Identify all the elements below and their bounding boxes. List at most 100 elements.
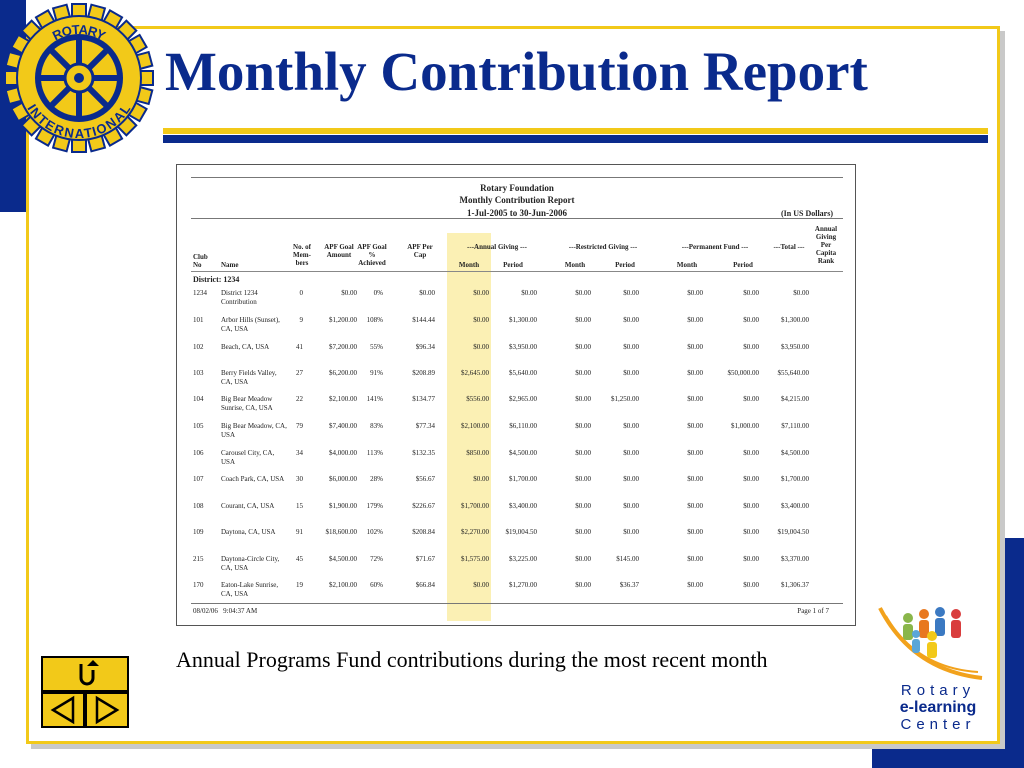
triangle-right-icon	[95, 695, 120, 725]
cell-apf-goal: $4,500.00	[329, 555, 357, 563]
prev-button[interactable]	[41, 692, 85, 728]
cell-apf-pct: 72%	[370, 555, 383, 563]
cell-apf-pct: 113%	[366, 449, 383, 457]
cell-restricted-month: $0.00	[575, 555, 591, 563]
cell-club-name: Carousel City, CA, USA	[221, 449, 275, 466]
cell-club-no: 170	[193, 581, 204, 589]
cell-permanent-month: $0.00	[687, 422, 703, 430]
cell-restricted-period: $0.00	[623, 502, 639, 510]
cell-permanent-period: $0.00	[743, 528, 759, 536]
cell-annual-month: $2,100.00	[461, 422, 489, 430]
report-footer-rule	[191, 603, 843, 604]
cell-restricted-month: $0.00	[575, 289, 591, 297]
right-blue-accent	[998, 538, 1024, 768]
cell-permanent-period: $0.00	[743, 395, 759, 403]
cell-total: $1,306.37	[781, 581, 809, 589]
cell-annual-month: $556.00	[466, 395, 489, 403]
cell-apf-goal: $7,400.00	[329, 422, 357, 430]
cell-annual-period: $1,300.00	[509, 316, 537, 324]
cell-members: 19	[296, 581, 303, 589]
cell-members: 91	[296, 528, 303, 536]
cell-apf-goal: $7,200.00	[329, 343, 357, 351]
cell-apf-per-cap: $208.89	[412, 369, 435, 377]
home-button[interactable]	[41, 656, 129, 692]
cell-apf-goal: $4,000.00	[329, 449, 357, 457]
cell-total: $19,004.50	[777, 528, 810, 536]
cell-restricted-month: $0.00	[575, 316, 591, 324]
elearning-line-3: Center	[900, 716, 976, 733]
cell-permanent-month: $0.00	[687, 316, 703, 324]
cell-club-no: 101	[193, 316, 204, 324]
cell-restricted-period: $0.00	[623, 528, 639, 536]
cell-club-no: 106	[193, 449, 204, 457]
cell-apf-goal: $1,900.00	[329, 502, 357, 510]
cell-permanent-month: $0.00	[687, 289, 703, 297]
cell-permanent-period: $0.00	[743, 316, 759, 324]
cell-restricted-period: $0.00	[623, 369, 639, 377]
cell-club-name: Beach, CA, USA	[221, 343, 270, 351]
cell-apf-per-cap: $208.84	[412, 528, 435, 536]
header-restricted-period: Period	[615, 261, 635, 269]
cell-apf-pct: 28%	[370, 475, 383, 483]
cell-apf-per-cap: $226.67	[412, 502, 435, 510]
cell-annual-period: $19,004.50	[505, 528, 538, 536]
header-permanent-month: Month	[676, 261, 698, 269]
cell-restricted-month: $0.00	[575, 343, 591, 351]
cell-club-no: 102	[193, 343, 204, 351]
cell-annual-period: $6,110.00	[509, 422, 537, 430]
cell-annual-month: $1,700.00	[461, 502, 489, 510]
cell-total: $3,950.00	[781, 343, 809, 351]
cell-apf-pct: 0%	[373, 289, 383, 297]
cell-annual-period: $3,225.00	[509, 555, 537, 563]
cell-permanent-period: $0.00	[743, 581, 759, 589]
cell-apf-pct: 83%	[370, 422, 383, 430]
cell-permanent-month: $0.00	[687, 502, 703, 510]
cell-restricted-month: $0.00	[575, 369, 591, 377]
cell-apf-goal: $18,600.00	[325, 528, 358, 536]
cell-club-name: Daytona, CA, USA	[221, 528, 276, 536]
cell-members: 27	[296, 369, 303, 377]
header-rule	[191, 271, 843, 272]
cell-club-name: Big Bear Meadow, CA, USA	[221, 422, 287, 439]
cell-permanent-month: $0.00	[687, 555, 703, 563]
cell-total: $1,300.00	[781, 316, 809, 324]
cell-permanent-period: $1,000.00	[731, 422, 759, 430]
slide-caption: Annual Programs Fund contributions durin…	[176, 647, 768, 672]
header-annual-month: Month	[458, 261, 480, 269]
cell-apf-pct: 179%	[366, 502, 383, 510]
report-footer-page: Page 1 of 7	[797, 607, 829, 615]
cell-apf-goal: $1,200.00	[329, 316, 357, 324]
cell-restricted-period: $1,250.00	[611, 395, 639, 403]
cell-apf-per-cap: $56.67	[415, 475, 435, 483]
cell-annual-month: $2,645.00	[461, 369, 489, 377]
cell-apf-goal: $2,100.00	[329, 395, 357, 403]
cell-permanent-period: $0.00	[743, 289, 759, 297]
title-rule-yellow	[163, 128, 988, 134]
cell-club-no: 215	[193, 555, 204, 563]
cell-apf-per-cap: $132.35	[412, 449, 435, 457]
cell-club-name: Eaton-Lake Sunrise, CA, USA	[221, 581, 279, 598]
cell-annual-period: $5,640.00	[509, 369, 537, 377]
cell-total: $3,400.00	[781, 502, 809, 510]
header-apf-per-cap: APF Per Cap	[407, 243, 433, 259]
report-period: 1-Jul-2005 to 30-Jun-2006	[466, 208, 567, 218]
cell-club-name: Courant, CA, USA	[221, 502, 275, 510]
cell-total: $3,370.00	[781, 555, 809, 563]
header-annual-giving: ---Annual Giving ---	[467, 243, 527, 251]
cell-members: 30	[296, 475, 303, 483]
cell-members: 9	[299, 316, 304, 324]
header-permanent-fund: ---Permanent Fund ---	[681, 243, 749, 251]
district-label: District: 1234	[193, 275, 240, 284]
cell-annual-period: $3,400.00	[509, 502, 537, 510]
people-group-icon	[878, 607, 983, 680]
cell-total: $1,700.00	[781, 475, 809, 483]
cell-annual-month: $0.00	[473, 581, 489, 589]
header-annual-period: Period	[503, 261, 523, 269]
cell-restricted-period: $0.00	[623, 475, 639, 483]
cell-restricted-period: $0.00	[623, 343, 639, 351]
next-button[interactable]	[85, 692, 129, 728]
cell-annual-month: $0.00	[473, 475, 489, 483]
cell-apf-pct: 141%	[366, 395, 383, 403]
cell-members: 34	[296, 449, 303, 457]
cell-restricted-period: $0.00	[623, 449, 639, 457]
